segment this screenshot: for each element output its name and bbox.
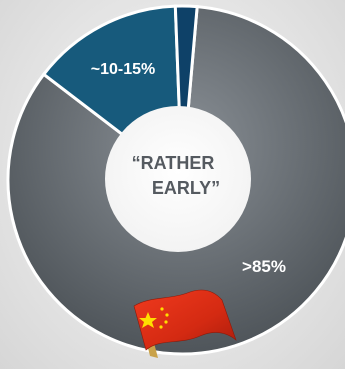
center-label-line-2: EARLY” — [152, 178, 220, 198]
center-label-line-1: “RATHER — [132, 153, 215, 173]
slice-label-blue: ~10-15% — [91, 61, 156, 78]
donut-hole — [105, 106, 251, 252]
china-flag-icon — [133, 289, 237, 358]
slice-label-gray: >85% — [242, 257, 286, 276]
